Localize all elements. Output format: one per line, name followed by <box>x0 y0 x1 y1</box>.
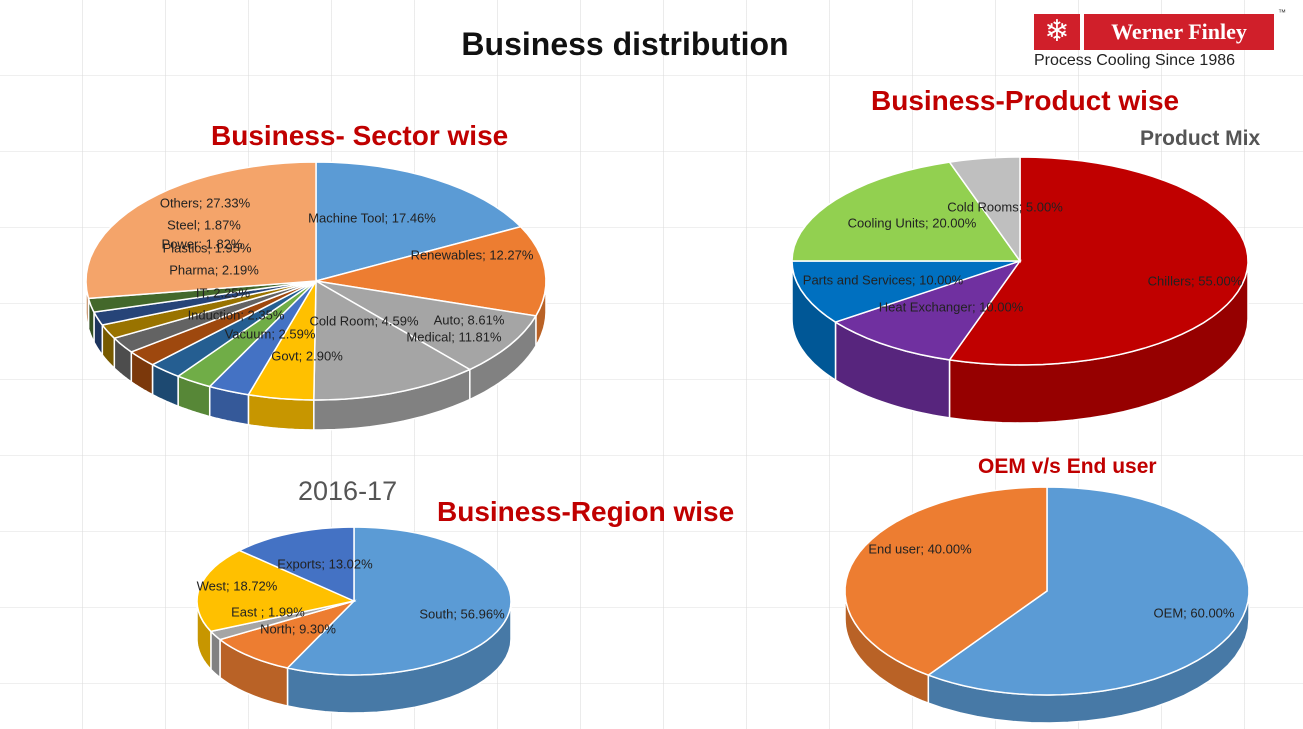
pie-data-labels: Machine Tool; 17.46% Renewables; 12.27% Au… <box>160 195 534 363</box>
pie-slices <box>85 161 547 401</box>
pie-data-labels: South; 56.96% North; 9.30% East ; 1.99% Wes… <box>197 556 505 636</box>
pie-slice-7 <box>150 280 317 378</box>
data-label-10: Plastics; 1.95% <box>163 240 252 255</box>
pie-slice-3 <box>313 279 472 401</box>
data-label-2: East ; 1.99% <box>231 604 305 619</box>
data-label-2: Parts and Services; 10.00% <box>803 272 964 287</box>
pie-side-walls <box>791 260 1249 424</box>
pie-slice-2 <box>791 260 1021 323</box>
oem-chart-title: OEM v/s End user <box>978 455 1157 478</box>
pie-slice-0 <box>948 156 1249 366</box>
region-chart-year: 2016-17 <box>298 476 398 506</box>
data-label-13: Others; 27.33% <box>160 195 251 210</box>
pie-slice-0 <box>926 486 1250 696</box>
data-label-11: Power; 1.82% <box>162 236 243 251</box>
pie-slice-9 <box>112 280 317 353</box>
pie-slices <box>844 486 1250 696</box>
pie-slice-4 <box>237 526 355 603</box>
data-label-1: End user; 40.00% <box>868 541 972 556</box>
data-label-4: Cold Room; 4.59% <box>309 313 419 328</box>
pie-slice-6 <box>176 280 317 388</box>
pie-slices <box>196 526 512 676</box>
data-label-4: Exports; 13.02% <box>277 556 373 571</box>
pie-slice-3 <box>791 161 1022 262</box>
data-label-3: Medical; 11.81% <box>406 329 502 344</box>
data-label-3: West; 18.72% <box>197 578 278 593</box>
data-label-6: Vacuum; 2.59% <box>225 326 316 341</box>
pie-data-labels: Chillers; 55.00% Heat Exchanger; 10.00% Pa… <box>803 199 1243 314</box>
product-chart-title: Business-Product wise <box>871 85 1180 116</box>
pie-slice-5 <box>208 280 317 396</box>
data-label-9: Pharma; 2.19% <box>169 262 259 277</box>
data-label-0: Chillers; 55.00% <box>1148 273 1243 288</box>
data-label-3: Cooling Units; 20.00% <box>848 215 977 230</box>
pie-slice-4 <box>948 156 1021 264</box>
pie-slice-13 <box>85 161 317 300</box>
pie-slice-1 <box>844 486 1048 676</box>
page-title: Business distribution <box>461 26 789 62</box>
data-label-12: Steel; 1.87% <box>167 217 241 232</box>
region-chart-title: Business-Region wise <box>437 496 735 527</box>
pie-slices <box>791 156 1249 366</box>
pie-slice-1 <box>218 599 357 669</box>
data-label-1: Heat Exchanger; 10.00% <box>879 299 1024 314</box>
pie-slice-1 <box>315 225 547 317</box>
data-label-1: North; 9.30% <box>260 621 336 636</box>
data-label-0: Machine Tool; 17.46% <box>308 210 436 225</box>
data-label-1: Renewables; 12.27% <box>411 247 534 262</box>
pie-data-labels: OEM; 60.00% End user; 40.00% <box>868 541 1235 620</box>
pie-slice-2 <box>315 280 538 371</box>
data-label-8: IT; 2.25% <box>196 285 251 300</box>
data-label-2: Auto; 8.61% <box>434 312 505 327</box>
data-label-4: Cold Rooms; 5.00% <box>947 199 1063 214</box>
pie-slice-1 <box>833 259 1022 361</box>
data-label-0: OEM; 60.00% <box>1154 605 1235 620</box>
logo-name: Werner Finley <box>1084 14 1274 50</box>
pie-slice-0 <box>285 526 512 676</box>
logo: ❄ Werner Finley ™ <box>1034 8 1286 52</box>
product-chart-subtitle: Product Mix <box>1140 127 1261 150</box>
pie-slice-3 <box>196 549 357 633</box>
logo-trademark: ™ <box>1278 8 1286 17</box>
data-label-0: South; 56.96% <box>419 606 505 621</box>
snowflake-icon: ❄ <box>1034 14 1080 50</box>
pie-slice-8 <box>129 280 317 366</box>
sector-chart-title: Business- Sector wise <box>211 120 509 151</box>
pie-slice-0 <box>315 161 523 282</box>
pie-slice-10 <box>100 280 317 340</box>
data-label-5: Govt; 2.90% <box>271 348 343 363</box>
pie-slice-12 <box>87 280 317 313</box>
data-label-7: Induction; 2.35% <box>188 307 285 322</box>
logo-tagline: Process Cooling Since 1986 <box>1034 52 1236 69</box>
